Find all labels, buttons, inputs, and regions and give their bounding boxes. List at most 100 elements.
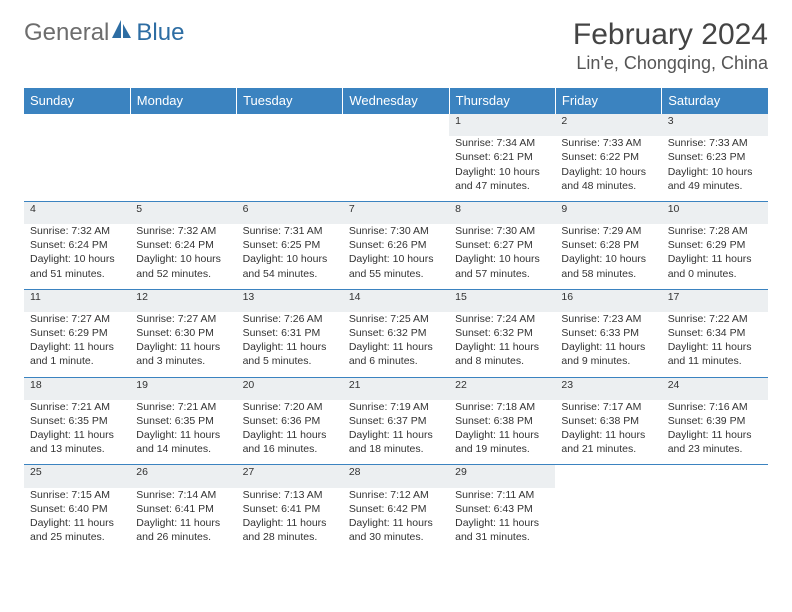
sunrise-text: Sunrise: 7:26 AM [243,312,337,326]
daylight-text: and 0 minutes. [668,267,762,281]
daylight-text: and 57 minutes. [455,267,549,281]
day-number-cell: 5 [130,201,236,224]
sunrise-text: Sunrise: 7:19 AM [349,400,443,414]
day-detail-cell [662,488,768,553]
day-detail-cell: Sunrise: 7:18 AMSunset: 6:38 PMDaylight:… [449,400,555,465]
day-detail-cell: Sunrise: 7:29 AMSunset: 6:28 PMDaylight:… [555,224,661,289]
sunrise-text: Sunrise: 7:28 AM [668,224,762,238]
brand-text-blue: Blue [136,19,184,47]
daylight-text: Daylight: 11 hours [561,340,655,354]
daylight-text: and 9 minutes. [561,354,655,368]
sunset-text: Sunset: 6:24 PM [136,238,230,252]
daylight-text: and 3 minutes. [136,354,230,368]
day-number-cell: 9 [555,201,661,224]
daylight-text: and 25 minutes. [30,530,124,544]
day-detail-cell: Sunrise: 7:28 AMSunset: 6:29 PMDaylight:… [662,224,768,289]
day-number-cell: 15 [449,289,555,312]
daylight-text: Daylight: 10 hours [455,252,549,266]
title-block: February 2024 Lin'e, Chongqing, China [573,18,768,74]
day-number-cell: 20 [237,377,343,400]
day-number-cell: 21 [343,377,449,400]
day-detail-cell: Sunrise: 7:21 AMSunset: 6:35 PMDaylight:… [130,400,236,465]
day-number-cell: 27 [237,465,343,488]
sunrise-text: Sunrise: 7:27 AM [30,312,124,326]
daylight-text: Daylight: 11 hours [30,428,124,442]
day-detail-cell: Sunrise: 7:33 AMSunset: 6:23 PMDaylight:… [662,136,768,201]
day-detail-cell [237,136,343,201]
sunset-text: Sunset: 6:24 PM [30,238,124,252]
sunrise-text: Sunrise: 7:17 AM [561,400,655,414]
day-detail-cell: Sunrise: 7:23 AMSunset: 6:33 PMDaylight:… [555,312,661,377]
sunset-text: Sunset: 6:25 PM [243,238,337,252]
day-detail-cell [24,136,130,201]
sunrise-text: Sunrise: 7:27 AM [136,312,230,326]
day-number-row: 45678910 [24,201,768,224]
calendar-table: Sunday Monday Tuesday Wednesday Thursday… [24,88,768,552]
daylight-text: and 31 minutes. [455,530,549,544]
day-number-cell [662,465,768,488]
sunrise-text: Sunrise: 7:18 AM [455,400,549,414]
daylight-text: and 28 minutes. [243,530,337,544]
day-detail-cell: Sunrise: 7:30 AMSunset: 6:26 PMDaylight:… [343,224,449,289]
weekday-header: Wednesday [343,88,449,114]
sunrise-text: Sunrise: 7:32 AM [30,224,124,238]
sunset-text: Sunset: 6:26 PM [349,238,443,252]
day-details-row: Sunrise: 7:34 AMSunset: 6:21 PMDaylight:… [24,136,768,201]
day-number-cell: 22 [449,377,555,400]
day-detail-cell: Sunrise: 7:19 AMSunset: 6:37 PMDaylight:… [343,400,449,465]
day-details-row: Sunrise: 7:27 AMSunset: 6:29 PMDaylight:… [24,312,768,377]
day-detail-cell: Sunrise: 7:32 AMSunset: 6:24 PMDaylight:… [24,224,130,289]
daylight-text: Daylight: 10 hours [30,252,124,266]
weekday-header: Monday [130,88,236,114]
daylight-text: Daylight: 10 hours [668,165,762,179]
daylight-text: Daylight: 11 hours [349,428,443,442]
day-detail-cell: Sunrise: 7:22 AMSunset: 6:34 PMDaylight:… [662,312,768,377]
day-number-cell: 17 [662,289,768,312]
daylight-text: and 54 minutes. [243,267,337,281]
day-number-cell [555,465,661,488]
sunrise-text: Sunrise: 7:16 AM [668,400,762,414]
day-number-cell: 13 [237,289,343,312]
day-detail-cell: Sunrise: 7:27 AMSunset: 6:30 PMDaylight:… [130,312,236,377]
daylight-text: and 30 minutes. [349,530,443,544]
daylight-text: and 14 minutes. [136,442,230,456]
sunrise-text: Sunrise: 7:12 AM [349,488,443,502]
sunset-text: Sunset: 6:38 PM [455,414,549,428]
day-detail-cell: Sunrise: 7:32 AMSunset: 6:24 PMDaylight:… [130,224,236,289]
day-number-cell: 1 [449,114,555,137]
location-text: Lin'e, Chongqing, China [573,53,768,74]
daylight-text: Daylight: 11 hours [30,516,124,530]
day-number-row: 123 [24,114,768,137]
day-detail-cell: Sunrise: 7:33 AMSunset: 6:22 PMDaylight:… [555,136,661,201]
sunrise-text: Sunrise: 7:29 AM [561,224,655,238]
daylight-text: and 18 minutes. [349,442,443,456]
header: General Blue February 2024 Lin'e, Chongq… [24,18,768,74]
daylight-text: Daylight: 11 hours [349,516,443,530]
sunset-text: Sunset: 6:33 PM [561,326,655,340]
daylight-text: Daylight: 11 hours [136,516,230,530]
sunset-text: Sunset: 6:32 PM [455,326,549,340]
daylight-text: and 16 minutes. [243,442,337,456]
day-details-row: Sunrise: 7:21 AMSunset: 6:35 PMDaylight:… [24,400,768,465]
sunrise-text: Sunrise: 7:13 AM [243,488,337,502]
weekday-header: Sunday [24,88,130,114]
sunrise-text: Sunrise: 7:33 AM [668,136,762,150]
day-detail-cell: Sunrise: 7:31 AMSunset: 6:25 PMDaylight:… [237,224,343,289]
daylight-text: Daylight: 11 hours [243,516,337,530]
daylight-text: and 55 minutes. [349,267,443,281]
sunset-text: Sunset: 6:27 PM [455,238,549,252]
day-detail-cell: Sunrise: 7:30 AMSunset: 6:27 PMDaylight:… [449,224,555,289]
day-detail-cell [130,136,236,201]
day-number-cell [343,114,449,137]
day-number-cell: 19 [130,377,236,400]
daylight-text: and 58 minutes. [561,267,655,281]
day-detail-cell: Sunrise: 7:14 AMSunset: 6:41 PMDaylight:… [130,488,236,553]
daylight-text: and 21 minutes. [561,442,655,456]
daylight-text: Daylight: 11 hours [455,428,549,442]
brand-text-general: General [24,19,109,47]
day-detail-cell: Sunrise: 7:20 AMSunset: 6:36 PMDaylight:… [237,400,343,465]
day-detail-cell: Sunrise: 7:34 AMSunset: 6:21 PMDaylight:… [449,136,555,201]
day-number-row: 18192021222324 [24,377,768,400]
day-number-cell: 8 [449,201,555,224]
daylight-text: Daylight: 10 hours [349,252,443,266]
